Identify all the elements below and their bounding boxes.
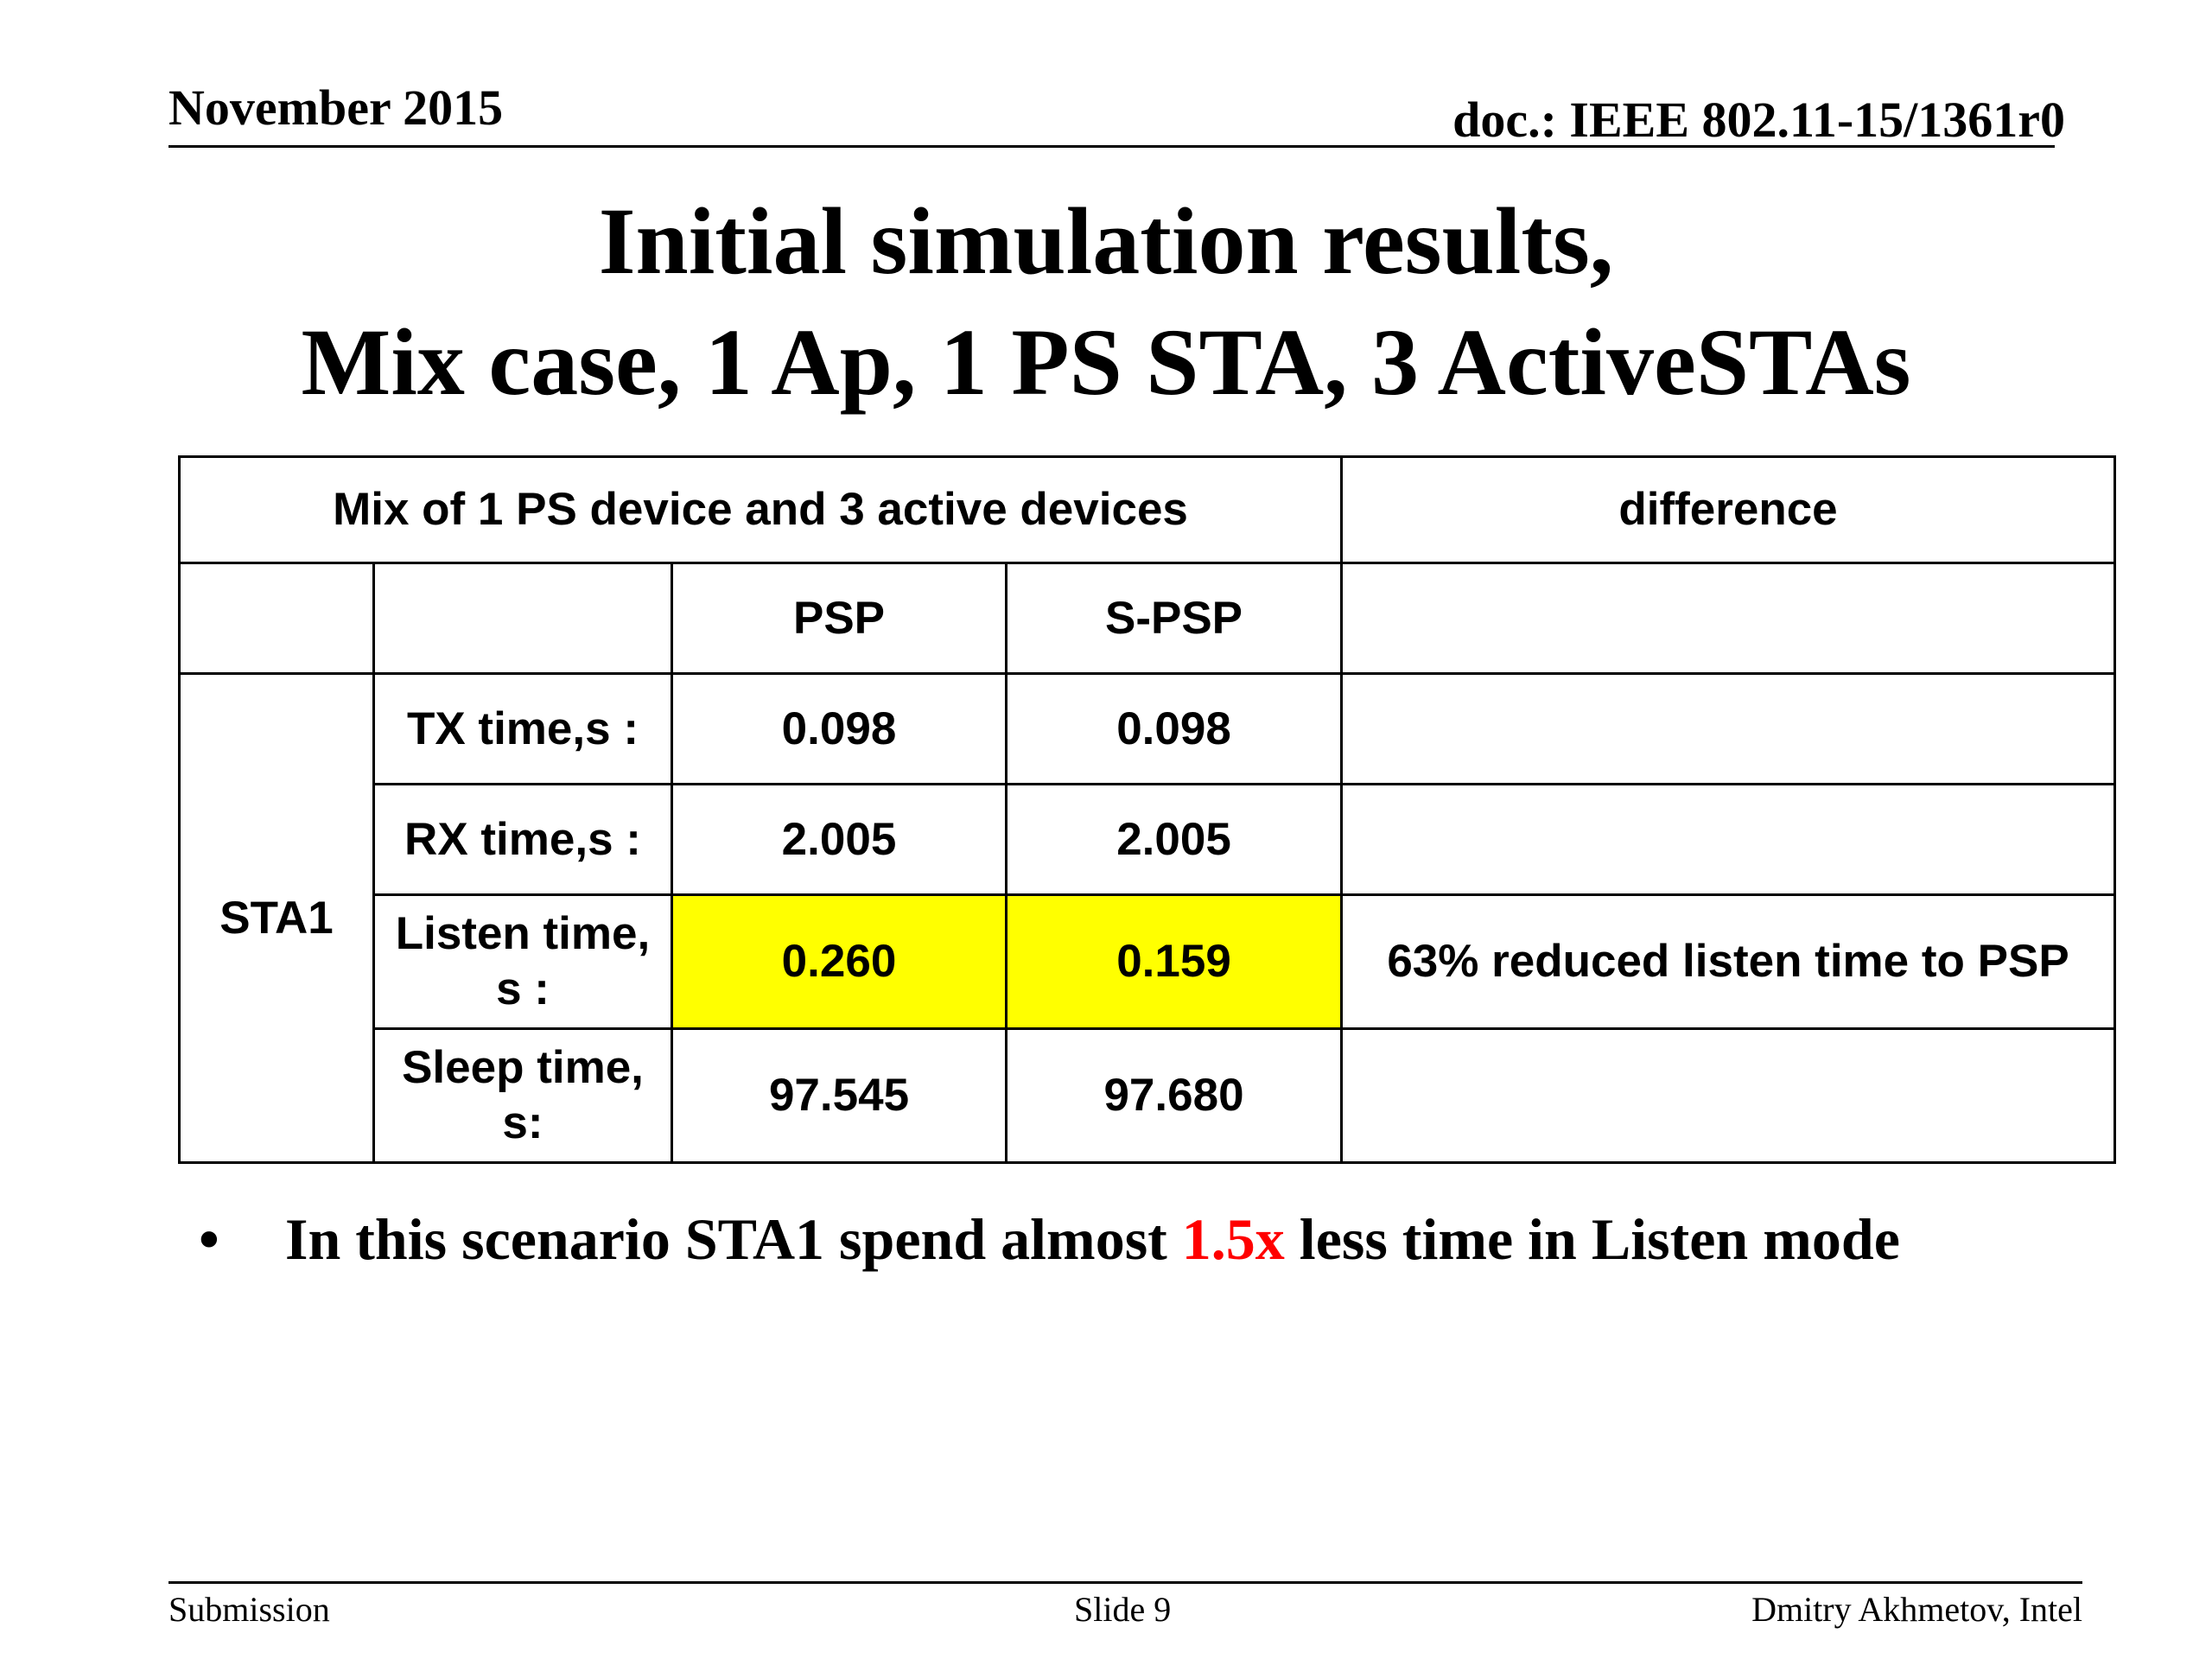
- table-subheader-row: PSP S-PSP: [178, 562, 2117, 675]
- header-date: November 2015: [168, 79, 504, 136]
- bullet-highlight: 1.5x: [1181, 1206, 1285, 1272]
- spsp-value: 2.005: [1004, 783, 1344, 896]
- row-group-label: STA1: [178, 672, 375, 1164]
- column-header-spsp: S-PSP: [1004, 562, 1344, 675]
- table-row: STA1 TX time,s : 0.098 0.098: [178, 672, 2117, 1164]
- spsp-value: 97.680: [1004, 1027, 1344, 1164]
- footer-author: Dmitry Akhmetov, Intel: [1751, 1590, 2082, 1629]
- results-table: Mix of 1 PS device and 3 active devices …: [177, 455, 2117, 1164]
- bullet-point: • In this scenario STA1 spend almost 1.5x…: [199, 1210, 1900, 1268]
- slide-title-line-2: Mix case, 1 Ap, 1 PS STA, 3 ActiveSTAs: [301, 308, 1911, 415]
- row-label: Sleep time, s:: [372, 1027, 673, 1164]
- footer-divider: [168, 1581, 2082, 1584]
- psp-value: 2.005: [671, 783, 1007, 896]
- difference-value: [1340, 1027, 2117, 1164]
- footer-slide-number: Slide 9: [1074, 1590, 1172, 1629]
- subheader-empty-cell: [372, 562, 673, 675]
- header-divider: [168, 145, 2055, 148]
- row-label: RX time,s :: [372, 783, 673, 896]
- psp-value-highlighted: 0.260: [671, 893, 1007, 1030]
- subheader-empty-cell: [1340, 562, 2117, 675]
- slide-title-line-1: Initial simulation results,: [598, 188, 1614, 294]
- psp-value: 97.545: [671, 1027, 1007, 1164]
- table-row: Sleep time, s: 97.545 97.680: [180, 1027, 2117, 1164]
- psp-value: 0.098: [671, 672, 1007, 785]
- table-row: RX time,s : 2.005 2.005: [180, 783, 2117, 896]
- header-cell-difference: difference: [1340, 455, 2117, 564]
- header-cell-mix: Mix of 1 PS device and 3 active devices: [177, 455, 1344, 564]
- bullet-text-before: In this scenario STA1 spend almost: [285, 1206, 1182, 1272]
- bullet-marker: •: [199, 1206, 219, 1272]
- header-doc-id: doc.: IEEE 802.11-15/1361r0: [1452, 92, 2065, 148]
- footer-submission: Submission: [168, 1590, 330, 1629]
- bullet-text-after: less time in Listen mode: [1284, 1206, 1900, 1272]
- table-row: Listen time, s : 0.260 0.159 63% reduced…: [180, 893, 2117, 1030]
- difference-value: 63% reduced listen time to PSP: [1340, 893, 2117, 1030]
- slide-title: Initial simulation results, Mix case, 1 …: [0, 181, 2212, 423]
- difference-value: [1340, 783, 2117, 896]
- subheader-empty-cell: [178, 562, 375, 675]
- spsp-value: 0.098: [1004, 672, 1344, 785]
- table-header-row: Mix of 1 PS device and 3 active devices …: [177, 455, 2117, 564]
- row-label: TX time,s :: [372, 672, 673, 785]
- row-label: Listen time, s :: [372, 893, 673, 1030]
- spsp-value-highlighted: 0.159: [1004, 893, 1344, 1030]
- column-header-psp: PSP: [671, 562, 1007, 675]
- difference-value: [1340, 672, 2117, 785]
